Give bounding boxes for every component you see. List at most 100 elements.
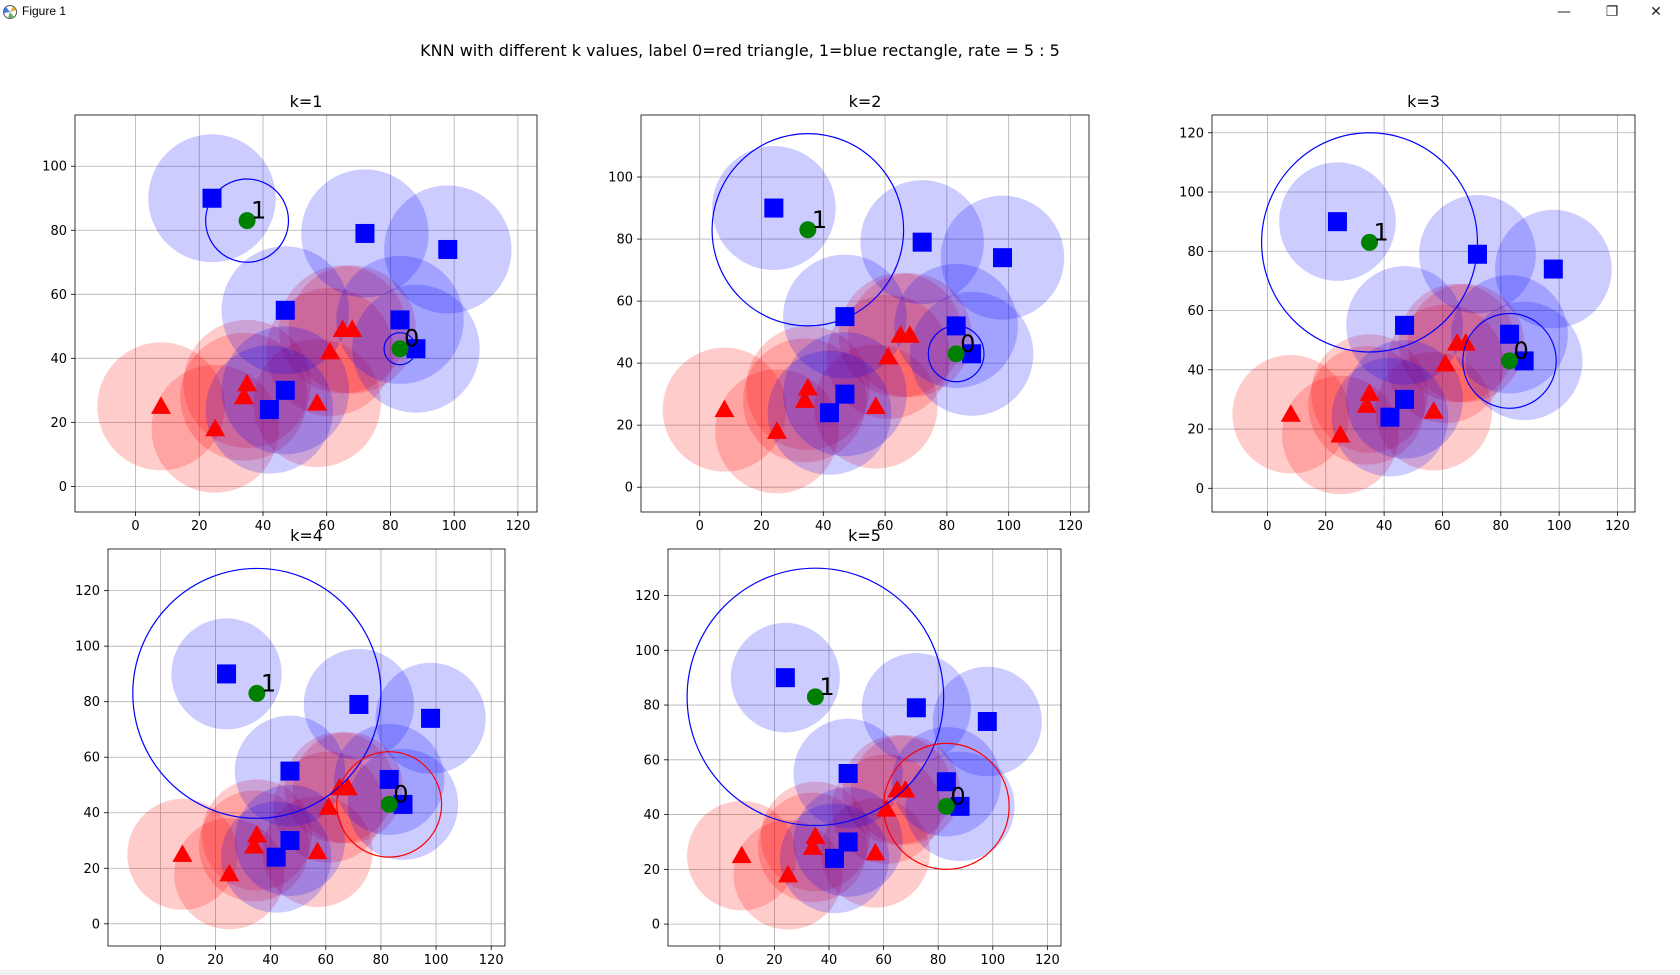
red-triangle-point — [778, 864, 799, 883]
y-tick-label: 40 — [50, 352, 67, 367]
red-triangle-point — [337, 777, 358, 796]
y-tick-label: 0 — [625, 481, 633, 496]
y-tick-label: 0 — [652, 918, 660, 933]
blue-square-point — [280, 761, 300, 781]
blue-square-point — [824, 848, 844, 868]
restore-button[interactable]: ❐ — [1590, 0, 1634, 24]
blue-square-point — [275, 380, 295, 400]
red-triangle-point — [319, 341, 340, 360]
red-triangle-point — [794, 390, 815, 408]
red-triangle-point — [205, 418, 226, 437]
x-tick-label: 80 — [939, 519, 956, 534]
x-tick-label: 120 — [1605, 519, 1630, 534]
query-point-label: 1 — [1374, 218, 1389, 246]
figure-suptitle: KNN with different k values, label 0=red… — [420, 41, 1060, 60]
x-tick-label: 0 — [716, 953, 724, 968]
y-tick-label: 40 — [1187, 363, 1204, 378]
y-tick-label: 20 — [1187, 423, 1204, 438]
query-point-label: 0 — [960, 330, 975, 358]
query-point-0 — [391, 340, 409, 358]
y-tick-label: 0 — [59, 480, 67, 495]
blue-square-point — [1395, 315, 1415, 335]
red-triangle-point — [766, 421, 787, 439]
red-triangle-point — [714, 399, 735, 418]
blue-square-point — [1467, 244, 1487, 264]
blue-square-point — [992, 248, 1012, 268]
blue-square-point — [438, 239, 458, 259]
x-tick-label: 120 — [1035, 953, 1060, 968]
blue-square-point — [217, 664, 237, 684]
red-triangle-point — [1359, 383, 1380, 401]
red-triangle-point — [1455, 333, 1476, 351]
restore-icon: ❐ — [1605, 4, 1619, 20]
matplotlib-app-icon — [3, 5, 17, 19]
y-tick-label: 80 — [50, 224, 67, 239]
red-triangle-point — [1280, 404, 1301, 422]
subplot-title: k=3 — [1407, 92, 1440, 111]
red-triangle-point — [797, 377, 818, 396]
red-triangle-point — [307, 393, 328, 411]
y-tick-label: 60 — [1187, 304, 1204, 319]
y-tick-label: 120 — [1179, 126, 1204, 141]
y-tick-label: 80 — [616, 233, 633, 248]
x-tick-label: 120 — [479, 953, 504, 968]
blue-square-point — [1395, 389, 1415, 409]
blue-square-point — [1543, 259, 1563, 279]
query-point-1 — [799, 221, 817, 239]
x-tick-label: 100 — [1547, 519, 1572, 534]
query-point-0 — [1501, 352, 1519, 370]
close-button[interactable]: ✕ — [1634, 0, 1678, 24]
axes-frame — [640, 114, 1090, 513]
y-tick-label: 20 — [50, 416, 67, 431]
red-triangle-point — [237, 373, 258, 392]
subplot-title: k=4 — [290, 526, 323, 545]
x-tick-label: 60 — [318, 519, 335, 534]
red-triangle-point — [307, 841, 328, 860]
x-tick-label: 20 — [191, 519, 208, 534]
query-radius-circle-0 — [883, 742, 1010, 870]
x-tick-label: 100 — [442, 519, 467, 534]
x-tick-label: 0 — [1263, 519, 1271, 534]
query-point-label: 0 — [1514, 337, 1529, 365]
blue-square-point — [838, 764, 858, 784]
minimize-button[interactable]: — — [1542, 0, 1586, 24]
y-tick-label: 40 — [616, 357, 633, 372]
y-tick-label: 60 — [643, 753, 660, 768]
query-point-label: 0 — [950, 782, 965, 810]
plot-background — [1212, 115, 1635, 512]
x-tick-label: 0 — [131, 519, 139, 534]
blue-square-point — [355, 223, 375, 243]
blue-square-point — [259, 400, 279, 420]
y-tick-label: 120 — [75, 584, 100, 599]
blue-square-point — [962, 344, 982, 364]
y-tick-label: 100 — [42, 160, 67, 175]
blue-square-point — [835, 384, 855, 404]
plot-background — [108, 549, 505, 946]
y-tick-label: 100 — [1179, 186, 1204, 201]
query-radius-circle-1 — [205, 178, 290, 263]
query-radius-circle-1 — [686, 567, 945, 827]
blue-square-point — [349, 694, 369, 714]
x-tick-label: 0 — [156, 953, 164, 968]
blue-square-point — [819, 403, 839, 423]
query-radius-circle-0 — [927, 325, 985, 383]
subplot-title: k=2 — [849, 92, 882, 111]
query-radius-circle-0 — [383, 332, 417, 366]
red-triangle-point — [865, 396, 886, 415]
blue-square-point — [1500, 324, 1520, 344]
blue-square-point — [421, 708, 441, 728]
blue-square-point — [912, 232, 932, 252]
red-triangle-point — [802, 837, 823, 855]
query-point-0 — [947, 345, 965, 363]
query-point-label: 0 — [393, 780, 408, 808]
red-triangle-point — [342, 319, 363, 338]
window-title: Figure 1 — [22, 4, 67, 18]
query-radius-circle-0 — [336, 751, 443, 858]
subplot-title: k=1 — [290, 92, 323, 111]
plot-background — [668, 549, 1061, 946]
blue-square-point — [390, 310, 410, 330]
query-point-label: 1 — [261, 669, 276, 697]
